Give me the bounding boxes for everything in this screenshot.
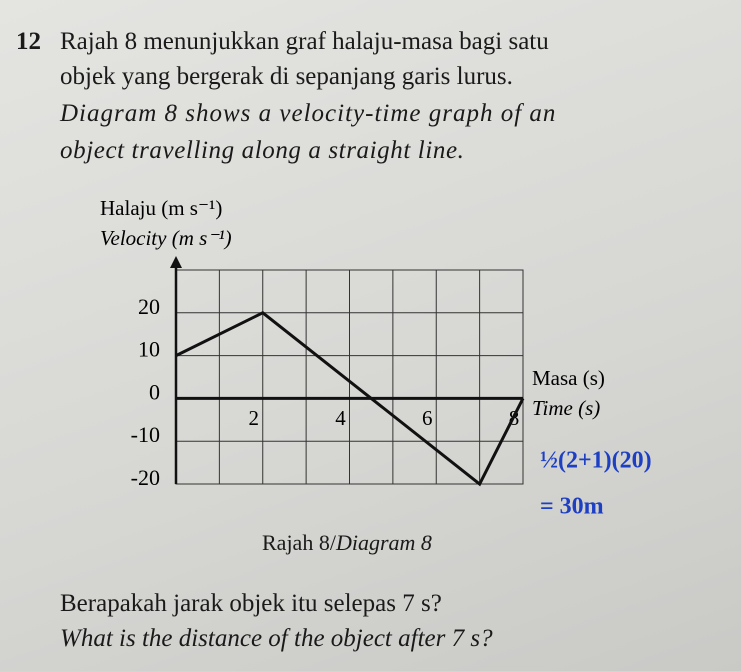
- y-tick-label: 10: [138, 337, 160, 362]
- ask-english: What is the distance of the object after…: [60, 625, 493, 652]
- english-line: object travelling along a straight line.: [60, 137, 465, 164]
- handwriting: ½(2+1)(20): [540, 448, 652, 474]
- english-line: Diagram 8 shows a velocity-time graph of…: [60, 100, 557, 127]
- y-axis-arrow: [170, 256, 182, 268]
- handwriting: = 30m: [540, 494, 604, 520]
- malay-line: Rajah 8 menunjukkan graf halaju-masa bag…: [60, 28, 549, 55]
- x-label: Masa (s): [532, 366, 605, 390]
- question-number: 12: [16, 28, 41, 55]
- x-tick-label: 4: [335, 406, 346, 430]
- x-tick-label: 2: [249, 406, 260, 430]
- y-label: Velocity (m s⁻¹): [100, 226, 232, 250]
- x-tick-label: 6: [422, 406, 433, 430]
- x-label: Time (s): [532, 396, 600, 420]
- caption: Rajah 8/Diagram 8: [262, 530, 432, 556]
- velocity-line: [175, 311, 525, 487]
- caption-english: Diagram 8: [335, 530, 432, 555]
- y-tick-label: -20: [131, 465, 160, 490]
- y-label: Halaju (m s⁻¹): [100, 196, 222, 220]
- y-tick-label: 20: [138, 294, 160, 319]
- y-tick-label: 0: [149, 379, 160, 404]
- malay-line: objek yang bergerak di sepanjang garis l…: [60, 63, 513, 90]
- ask-malay: Berapakah jarak objek itu selepas 7 s?: [60, 590, 442, 617]
- y-tick-label: -10: [131, 422, 160, 447]
- caption-malay: Rajah 8/: [262, 530, 336, 555]
